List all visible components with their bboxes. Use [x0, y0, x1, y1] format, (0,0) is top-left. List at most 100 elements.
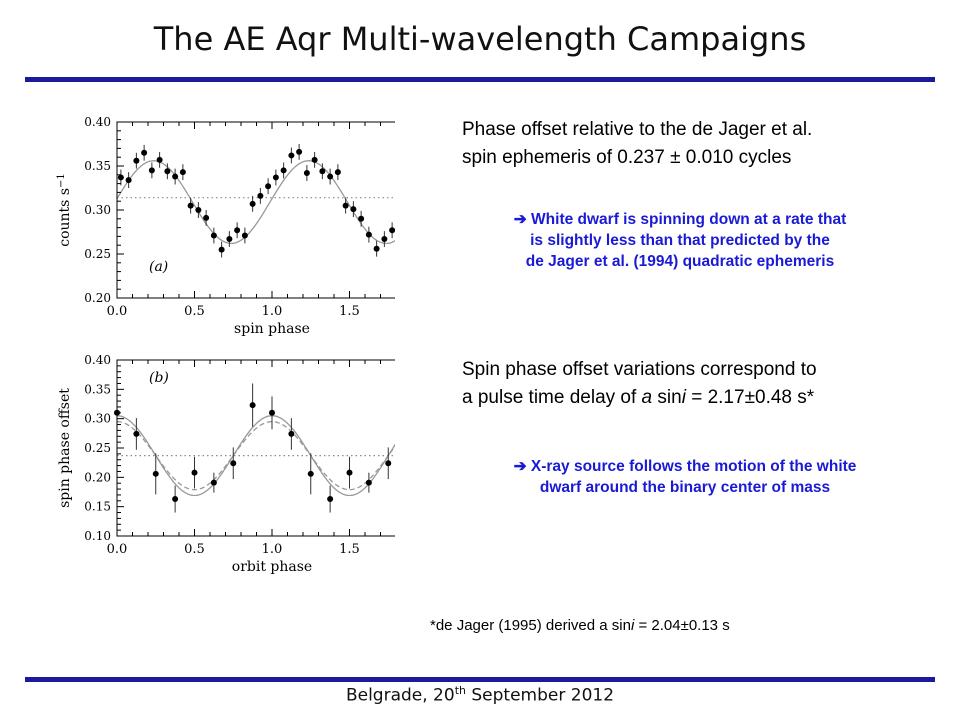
data-point [226, 236, 233, 243]
y-axis-label: counts s−1 [56, 173, 74, 247]
y-tick-label: 0.30 [84, 412, 111, 426]
data-point [350, 206, 357, 213]
italic-i: i [681, 387, 686, 408]
data-point [327, 496, 334, 503]
data-point [342, 202, 349, 209]
y-tick-label: 0.20 [84, 291, 111, 305]
data-point [381, 236, 388, 243]
data-point [133, 157, 140, 164]
paragraph-line: a pulse time delay of a sini = 2.17±0.48… [462, 384, 817, 412]
paragraph-line: Spin phase offset variations correspond … [462, 359, 817, 380]
footer-divider [25, 677, 935, 682]
spin-down-conclusion: ➔ White dwarf is spinning down at a rate… [460, 209, 900, 272]
italic-a: a [641, 387, 653, 408]
footer-text: Belgrade, 20 [345, 685, 455, 706]
data-point [269, 409, 275, 416]
data-point [319, 168, 326, 175]
y-tick-label: 0.25 [84, 441, 111, 455]
data-point [280, 167, 287, 174]
data-point [117, 174, 124, 181]
panel-label: (b) [149, 370, 169, 386]
data-point [241, 232, 248, 239]
header-divider [25, 77, 935, 82]
conclusion-line: de Jager et al. (1994) quadratic ephemer… [525, 253, 835, 270]
conclusion-line: ➔ X-ray source follows the motion of the… [513, 458, 857, 475]
page-title: The AE Aqr Multi-wavelength Campaigns [153, 20, 807, 58]
text-run: *de Jager (1995) derived a sin [430, 617, 631, 634]
data-point [195, 207, 202, 213]
x-tick-label: 1.5 [339, 304, 360, 319]
xray-source-conclusion: ➔ X-ray source follows the motion of the… [465, 456, 905, 498]
x-axis-label: orbit phase [232, 559, 312, 575]
data-point [385, 460, 392, 467]
data-point [327, 173, 334, 180]
text-run: sin [652, 387, 682, 408]
pulse-delay-paragraph: Spin phase offset variations correspond … [462, 356, 817, 412]
data-point [303, 170, 310, 177]
data-point [311, 156, 318, 163]
x-tick-label: 1.0 [262, 542, 283, 557]
conclusion-line: is slightly less than that predicted by … [530, 232, 830, 249]
data-point [389, 227, 395, 234]
panel-label: (a) [149, 259, 168, 275]
data-point [164, 168, 171, 175]
data-point [365, 479, 372, 486]
text-run: a pulse time delay of [462, 387, 642, 408]
y-axis-label-text: counts s [57, 188, 73, 247]
y-tick-label: 0.20 [84, 470, 111, 484]
paragraph-line: Phase offset relative to the de Jager et… [462, 119, 813, 140]
conclusion-line: ➔ White dwarf is spinning down at a rate… [513, 211, 847, 228]
model-curve [116, 160, 395, 245]
data-point [265, 183, 272, 190]
x-tick-label: 1.5 [339, 542, 360, 557]
data-point [373, 245, 380, 252]
data-point [191, 469, 198, 476]
data-point [249, 402, 256, 409]
data-point [358, 215, 365, 222]
y-tick-label: 0.15 [84, 500, 111, 514]
data-point [288, 152, 295, 159]
x-tick-label: 1.0 [262, 304, 283, 319]
y-tick-label: 0.35 [84, 382, 111, 396]
data-point [172, 496, 179, 503]
data-point [203, 214, 210, 221]
y-tick-label: 0.30 [84, 203, 111, 217]
y-axis-label-sup: −1 [56, 173, 67, 188]
data-point [296, 148, 303, 155]
footer-text: September 2012 [465, 685, 615, 706]
data-point [272, 174, 279, 181]
data-point [334, 169, 341, 176]
data-point [152, 470, 159, 477]
model-curve-dashed [116, 420, 395, 491]
y-tick-label: 0.25 [84, 247, 111, 261]
x-tick-label: 0.5 [184, 542, 205, 557]
data-point [187, 202, 194, 209]
text-run: = 2.17±0.48 s* [685, 387, 815, 408]
italic-i: i [630, 617, 635, 634]
data-point [365, 231, 372, 238]
x-tick-label: 0.0 [107, 304, 128, 319]
data-point [257, 192, 264, 199]
phase-offset-paragraph: Phase offset relative to the de Jager et… [462, 116, 812, 172]
y-tick-label: 0.40 [84, 115, 111, 129]
data-point [172, 173, 179, 180]
paragraph-line: spin ephemeris of 0.237 ± 0.010 cycles [462, 147, 792, 168]
y-axis-label-text: spin phase offset [57, 388, 73, 508]
conclusion-line: dwarf around the binary center of mass [539, 479, 831, 496]
data-point [210, 232, 217, 239]
chart-orbit-phase-offset: 0.00.51.01.52.00.100.150.200.250.300.350… [57, 353, 395, 575]
x-tick-label: 0.5 [184, 304, 205, 319]
data-point [156, 156, 163, 163]
data-point [218, 246, 225, 253]
data-point [179, 169, 186, 176]
data-point [125, 177, 132, 184]
data-point [288, 430, 295, 437]
y-tick-label: 0.40 [84, 353, 111, 367]
y-axis-label: spin phase offset [57, 388, 73, 508]
data-point [230, 460, 237, 467]
chart-spin-phase-counts: 0.00.51.01.52.00.200.250.300.350.40spin … [56, 115, 395, 337]
y-tick-label: 0.10 [84, 529, 111, 543]
x-axis-label: spin phase [234, 321, 310, 337]
data-point [210, 479, 217, 486]
data-point [346, 469, 353, 476]
